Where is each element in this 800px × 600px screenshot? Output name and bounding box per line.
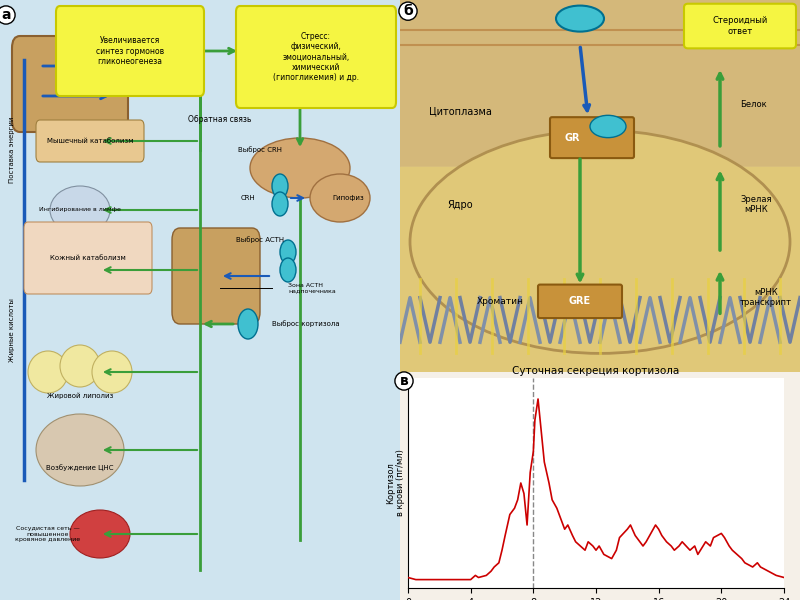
FancyBboxPatch shape [56, 6, 204, 96]
Text: Сосудистая сеть —
повышенное
кровяное давление: Сосудистая сеть — повышенное кровяное да… [15, 526, 81, 542]
Text: Цитоплазма: Цитоплазма [429, 107, 491, 116]
Text: Ядро: Ядро [447, 200, 473, 209]
Text: б: б [403, 4, 413, 18]
Bar [400, 167, 800, 372]
Text: Стероидный
ответ: Стероидный ответ [712, 16, 768, 36]
Ellipse shape [410, 130, 790, 353]
Text: Гипофиз: Гипофиз [332, 195, 364, 201]
Ellipse shape [250, 138, 350, 198]
Text: Зрелая
мРНК: Зрелая мРНК [740, 195, 771, 214]
Circle shape [280, 240, 296, 264]
Text: Стресс:
физический,
эмоциональный,
химический
(гипогликемия) и др.: Стресс: физический, эмоциональный, химич… [273, 32, 359, 82]
Text: Выброс кортизола: Выброс кортизола [272, 320, 340, 328]
Text: Мышечный катаболизм: Мышечный катаболизм [46, 138, 134, 144]
FancyBboxPatch shape [684, 4, 796, 49]
Text: мРНК
транскрипт: мРНК транскрипт [740, 288, 792, 307]
Text: в: в [400, 374, 408, 388]
Text: GR: GR [564, 133, 580, 143]
Text: Увеличивается
синтез гормонов
гликонеогенеза: Увеличивается синтез гормонов гликонеоге… [96, 36, 164, 66]
Text: CRH: CRH [241, 195, 255, 201]
Text: Зона ACTH
надпочечника: Зона ACTH надпочечника [288, 283, 336, 293]
Title: Суточная секреция кортизола: Суточная секреция кортизола [512, 366, 680, 376]
Text: Хроматин: Хроматин [477, 297, 523, 306]
Ellipse shape [556, 5, 604, 32]
Text: GRE: GRE [569, 296, 591, 307]
FancyBboxPatch shape [538, 284, 622, 318]
Text: Жирные кислоты: Жирные кислоты [9, 298, 15, 362]
FancyBboxPatch shape [550, 117, 634, 158]
Text: Обратная связь: Обратная связь [188, 115, 252, 124]
Text: Белок: Белок [740, 100, 766, 109]
Y-axis label: Кортизол
в крови (пг/мл): Кортизол в крови (пг/мл) [386, 449, 406, 517]
Ellipse shape [70, 510, 130, 558]
Text: Выброс ACTH: Выброс ACTH [236, 236, 284, 244]
FancyBboxPatch shape [172, 228, 260, 324]
Bar [400, 167, 800, 372]
Bar [400, 0, 800, 167]
FancyBboxPatch shape [36, 120, 144, 162]
Ellipse shape [310, 174, 370, 222]
Circle shape [280, 258, 296, 282]
FancyBboxPatch shape [236, 6, 396, 108]
Text: Жировой липолиз: Жировой липолиз [47, 393, 113, 399]
Text: а: а [2, 8, 10, 22]
Ellipse shape [50, 186, 110, 234]
Text: Ингибирование в лимфе: Ингибирование в лимфе [39, 208, 121, 212]
FancyBboxPatch shape [12, 36, 128, 132]
Text: Выброс CRH: Выброс CRH [238, 146, 282, 154]
Ellipse shape [28, 351, 68, 393]
Ellipse shape [60, 345, 100, 387]
Circle shape [272, 174, 288, 198]
Text: Кожный катаболизм: Кожный катаболизм [50, 255, 126, 261]
FancyBboxPatch shape [24, 222, 152, 294]
Circle shape [272, 192, 288, 216]
Circle shape [238, 309, 258, 339]
Text: Возбуждение ЦНС: Возбуждение ЦНС [46, 464, 114, 472]
Text: Поставка энергии: Поставка энергии [9, 117, 15, 183]
Ellipse shape [36, 414, 124, 486]
Ellipse shape [590, 115, 626, 137]
Ellipse shape [92, 351, 132, 393]
